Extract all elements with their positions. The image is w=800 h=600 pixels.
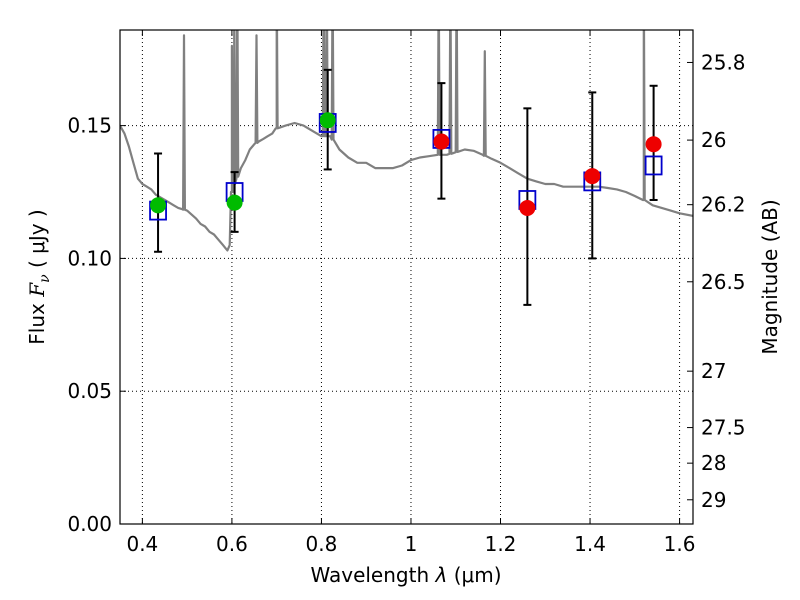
x-tick-label: 1	[405, 532, 418, 556]
x-tick-label: 1.4	[574, 532, 606, 556]
observed-point-green	[319, 112, 336, 129]
observed-point-green	[226, 194, 243, 211]
y2-tick-label: 28	[701, 451, 726, 475]
observed-point-red	[584, 168, 601, 185]
x-tick-label: 0.8	[306, 532, 338, 556]
y2-tick-label: 27	[701, 359, 726, 383]
plot-frame	[119, 29, 694, 525]
plot-layer	[120, 30, 693, 306]
y2-axis-label: Magnitude (AB)	[758, 199, 782, 354]
y2-tick-label: 26	[701, 128, 726, 152]
tick-layer: 0.4 0.6 0.8 1 1.2 1.4 1.6 0.00 0.05 0.10 0.15 25.8 2…	[67, 30, 746, 556]
sed-template-line	[120, 30, 693, 252]
x-axis-label: Wavelength λ (μm)	[310, 563, 501, 587]
y2-tick-label: 26.2	[701, 193, 746, 217]
y2-tick-label: 27.5	[701, 416, 746, 440]
y-tick-label: 0.10	[67, 246, 112, 270]
observed-point-red	[645, 136, 662, 153]
y2-tick-label: 25.8	[701, 50, 746, 74]
y-tick-label: 0.00	[67, 512, 112, 536]
y-axis-label: Flux Fν ( μJy )	[25, 209, 53, 344]
observed-point-red	[519, 199, 536, 216]
x-tick-label: 0.4	[126, 532, 158, 556]
y-tick-label: 0.05	[67, 379, 112, 403]
x-tick-label: 1.2	[485, 532, 517, 556]
observed-point-green	[150, 197, 167, 214]
y2-tick-label: 29	[701, 488, 726, 512]
observed-point-red	[433, 133, 450, 150]
y-tick-label: 0.15	[67, 114, 112, 138]
model-point-square	[644, 155, 663, 176]
y2-tick-label: 26.5	[701, 270, 746, 294]
x-tick-label: 0.6	[216, 532, 248, 556]
x-tick-label: 1.6	[664, 532, 696, 556]
grid-layer	[120, 30, 693, 525]
